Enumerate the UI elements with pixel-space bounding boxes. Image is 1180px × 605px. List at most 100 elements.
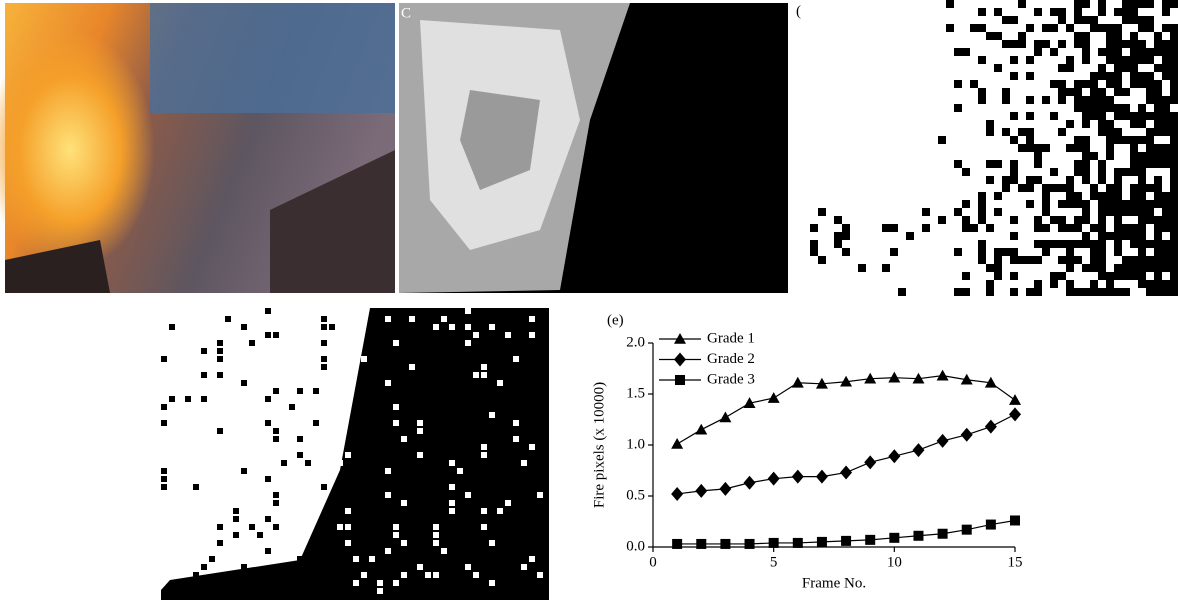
pixel: [337, 460, 343, 466]
pixel: [433, 540, 439, 546]
pixel: [1114, 248, 1122, 256]
pixel: [473, 572, 479, 578]
pixel: [1130, 208, 1138, 216]
pixel: [1138, 184, 1146, 192]
pixel: [1114, 40, 1122, 48]
pixel: [233, 532, 239, 538]
pixel: [1098, 128, 1106, 136]
pixel: [842, 224, 850, 232]
pixel: [321, 340, 327, 346]
pixel: [1138, 104, 1146, 112]
pixel: [1154, 192, 1162, 200]
pixel: [1122, 208, 1130, 216]
pixel: [1122, 168, 1130, 176]
binary-panel: [794, 0, 1180, 297]
pixel: [1130, 16, 1138, 24]
pixel: [1138, 0, 1146, 8]
pixel: [1074, 288, 1082, 296]
pixel: [986, 32, 994, 40]
pixel: [161, 484, 167, 490]
pixel: [273, 500, 279, 506]
pixel: [1098, 224, 1106, 232]
pixel: [1042, 40, 1050, 48]
pixel: [1066, 256, 1074, 264]
data-point: [792, 377, 804, 388]
pixel: [417, 452, 423, 458]
pixel: [1018, 144, 1026, 152]
pixel: [970, 80, 978, 88]
pixel: [161, 356, 167, 362]
pixel: [1170, 64, 1178, 72]
pixel: [1058, 200, 1066, 208]
pixel: [1042, 24, 1050, 32]
pixel: [385, 492, 391, 498]
pixel: [1090, 72, 1098, 80]
pixel: [465, 492, 471, 498]
pixel: [1138, 16, 1146, 24]
pixel: [1082, 232, 1090, 240]
pixel: [433, 532, 439, 538]
pixel: [1106, 288, 1114, 296]
pixel: [465, 324, 471, 330]
pixel: [1106, 24, 1114, 32]
pixel: [1106, 144, 1114, 152]
pixel: [1050, 184, 1058, 192]
pixel: [1138, 48, 1146, 56]
pixel: [1122, 200, 1130, 208]
pixel: [1146, 160, 1154, 168]
pixel: [1010, 40, 1018, 48]
pixel: [1138, 272, 1146, 280]
pixel: [1154, 240, 1162, 248]
pixel: [1130, 264, 1138, 272]
pixel: [505, 500, 511, 506]
pixel: [1146, 136, 1154, 144]
pixel: [1170, 224, 1178, 232]
pixel: [1050, 216, 1058, 224]
pixel: [1114, 72, 1122, 80]
pixel: [1162, 288, 1170, 296]
pixel: [361, 572, 367, 578]
pixel: [393, 420, 399, 426]
y-axis-label: Fire pixels (x 10000): [591, 382, 607, 508]
pixel: [217, 340, 223, 346]
pixel: [1146, 200, 1154, 208]
pixel: [1138, 216, 1146, 224]
pixel: [1170, 40, 1178, 48]
pixel: [1162, 8, 1170, 16]
pixel: [954, 248, 962, 256]
pixel: [1002, 248, 1010, 256]
pixel: [1098, 96, 1106, 104]
data-point: [671, 487, 683, 501]
pixel: [161, 476, 167, 482]
pixel: [1058, 272, 1066, 280]
pixel: [265, 396, 271, 402]
pixel: [1106, 272, 1114, 280]
pixel: [1050, 48, 1058, 56]
pixel: [994, 64, 1002, 72]
pixel: [1162, 216, 1170, 224]
pixel: [1042, 144, 1050, 152]
pixel: [1074, 16, 1082, 24]
pixel: [986, 224, 994, 232]
pixel: [529, 556, 535, 562]
pixel: [1066, 24, 1074, 32]
pixel: [321, 484, 327, 490]
pixel: [1146, 144, 1154, 152]
legend-label: Grade 1: [707, 330, 755, 346]
pixel: [1002, 176, 1010, 184]
pixel: [1010, 232, 1018, 240]
pixel: [1098, 216, 1106, 224]
pixel: [1026, 144, 1034, 152]
pixel: [449, 324, 455, 330]
pixel: [954, 208, 962, 216]
segmentation-panel: C: [399, 3, 788, 293]
pixel: [1074, 256, 1082, 264]
pixel: [521, 460, 527, 466]
pixel: [946, 0, 954, 8]
pixel: [505, 332, 511, 338]
pixel: [1162, 0, 1170, 8]
pixel: [441, 548, 447, 554]
pixel: [1082, 264, 1090, 272]
pixel: [1122, 0, 1130, 8]
pixel: [1130, 168, 1138, 176]
